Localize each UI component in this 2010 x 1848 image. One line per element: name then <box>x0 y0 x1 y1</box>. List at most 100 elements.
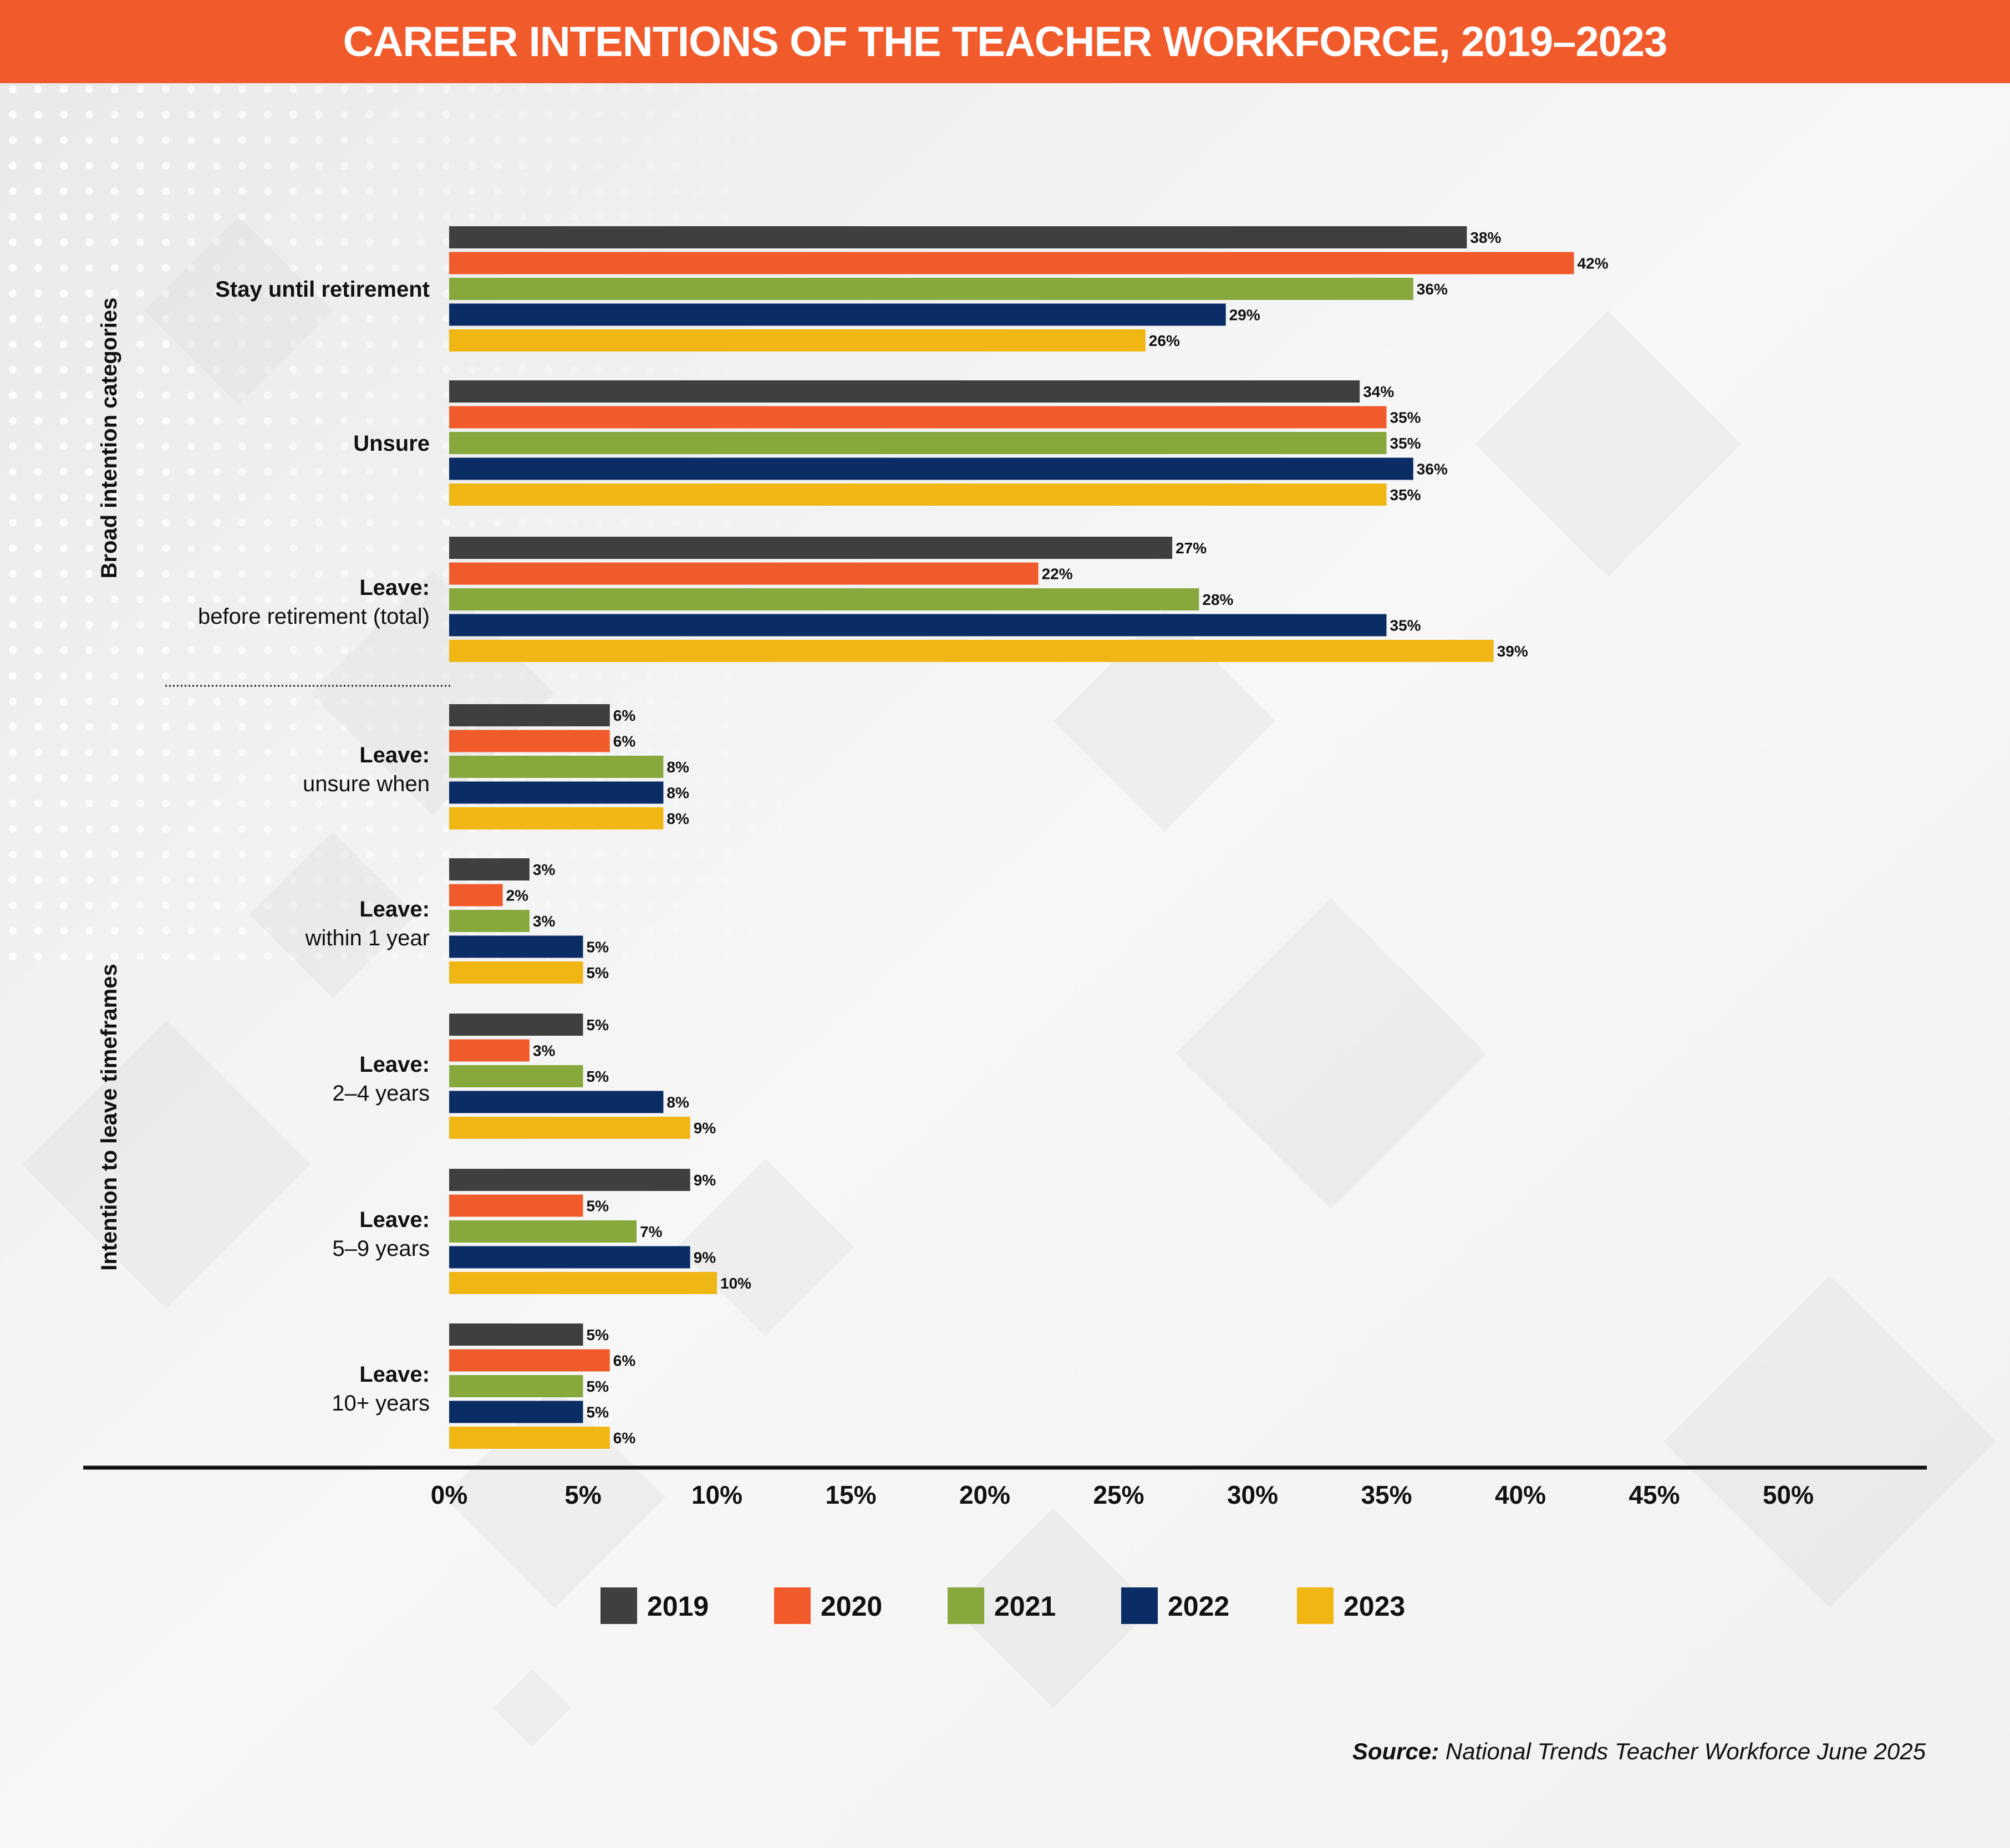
category-sublabel: 10+ years <box>332 1391 430 1416</box>
x-tick-label: 20% <box>959 1480 1010 1509</box>
data-label: 38% <box>1470 229 1501 246</box>
x-tick-label: 35% <box>1361 1480 1412 1509</box>
category-sublabel: unsure when <box>303 772 430 796</box>
legend-label: 2022 <box>1168 1591 1229 1622</box>
data-label: 2% <box>506 887 529 904</box>
bar <box>449 329 1146 352</box>
data-label: 5% <box>587 1326 609 1343</box>
bar <box>449 1014 583 1036</box>
data-label: 27% <box>1176 539 1207 557</box>
legend-swatch <box>1297 1587 1334 1624</box>
x-tick-label: 45% <box>1629 1480 1680 1509</box>
legend-swatch <box>948 1587 984 1624</box>
data-label: 34% <box>1363 383 1394 400</box>
category-label: Unsure <box>353 431 430 456</box>
data-label: 6% <box>613 1429 636 1447</box>
legend-swatch <box>601 1587 637 1624</box>
bar <box>449 537 1173 559</box>
x-tick-label: 50% <box>1763 1480 1814 1509</box>
data-label: 5% <box>587 1198 609 1215</box>
source-note: Source: National Trends Teacher Workforc… <box>1352 1738 1926 1765</box>
category-label: Stay until retirement <box>215 277 430 302</box>
bar <box>449 1349 610 1372</box>
bar <box>449 1427 610 1449</box>
bar <box>449 807 664 829</box>
data-label: 7% <box>640 1223 663 1240</box>
x-tick-label: 15% <box>825 1480 876 1509</box>
bar <box>449 406 1387 429</box>
bar <box>449 640 1494 662</box>
bar <box>449 562 1039 585</box>
data-label: 6% <box>613 707 636 724</box>
data-label: 39% <box>1497 643 1528 660</box>
bar <box>449 1220 637 1243</box>
bar <box>449 910 530 932</box>
data-label: 5% <box>587 1016 609 1034</box>
data-label: 35% <box>1390 409 1421 426</box>
data-label: 6% <box>613 1352 636 1370</box>
category-label: Leave: <box>359 897 430 922</box>
bar <box>449 756 664 778</box>
bar <box>449 1272 717 1294</box>
category-label: Leave: <box>359 743 430 767</box>
bar <box>449 704 610 726</box>
bar <box>449 588 1199 610</box>
bar <box>449 1065 583 1087</box>
group-label: Broad intention categories <box>97 298 121 579</box>
bar <box>449 1375 583 1397</box>
legend-swatch <box>1121 1587 1158 1624</box>
data-label: 26% <box>1149 332 1180 349</box>
category-sublabel: 2–4 years <box>332 1081 430 1106</box>
x-tick-label: 40% <box>1495 1480 1546 1509</box>
data-label: 8% <box>666 810 689 827</box>
bar <box>449 432 1387 454</box>
data-label: 3% <box>533 861 556 878</box>
data-label: 6% <box>613 733 636 750</box>
category-sublabel: 5–9 years <box>332 1236 430 1261</box>
bar <box>449 781 664 804</box>
source-label: Source: <box>1352 1738 1439 1764</box>
category-label: Leave: <box>359 1208 430 1232</box>
x-tick-label: 25% <box>1093 1480 1144 1509</box>
bar <box>449 935 583 958</box>
bar <box>449 1117 690 1139</box>
bar <box>449 1246 690 1269</box>
legend-label: 2023 <box>1344 1591 1405 1622</box>
bar <box>449 961 583 984</box>
bar <box>449 1169 690 1191</box>
bar <box>449 278 1413 300</box>
x-tick-label: 5% <box>564 1480 601 1509</box>
data-label: 36% <box>1417 461 1448 478</box>
category-sublabel: before retirement (total) <box>198 604 430 629</box>
x-tick-label: 10% <box>691 1480 742 1509</box>
data-label: 9% <box>694 1119 716 1137</box>
data-label: 35% <box>1390 435 1421 452</box>
bar <box>449 884 503 907</box>
data-label: 8% <box>666 785 689 802</box>
group-label: Intention to leave timeframes <box>97 964 121 1270</box>
legend-label: 2019 <box>647 1591 709 1622</box>
data-label: 35% <box>1390 617 1421 634</box>
bar <box>449 730 610 752</box>
data-label: 28% <box>1202 591 1233 608</box>
data-label: 35% <box>1390 486 1421 503</box>
data-label: 5% <box>587 1378 609 1395</box>
bar <box>449 252 1574 274</box>
title-bar: CAREER INTENTIONS OF THE TEACHER WORKFOR… <box>0 0 2010 83</box>
category-sublabel: within 1 year <box>304 926 430 950</box>
bar <box>449 226 1467 248</box>
category-label: Leave: <box>359 576 430 600</box>
data-label: 8% <box>666 1094 689 1111</box>
bar <box>449 614 1387 637</box>
data-label: 8% <box>666 758 689 776</box>
data-label: 42% <box>1578 255 1609 272</box>
x-tick-label: 30% <box>1227 1480 1278 1509</box>
data-label: 5% <box>587 1068 609 1085</box>
bar <box>449 457 1413 480</box>
bar <box>449 1194 583 1217</box>
data-label: 5% <box>587 939 609 956</box>
data-label: 5% <box>587 964 609 981</box>
bar <box>449 483 1387 506</box>
data-label: 3% <box>533 913 556 930</box>
